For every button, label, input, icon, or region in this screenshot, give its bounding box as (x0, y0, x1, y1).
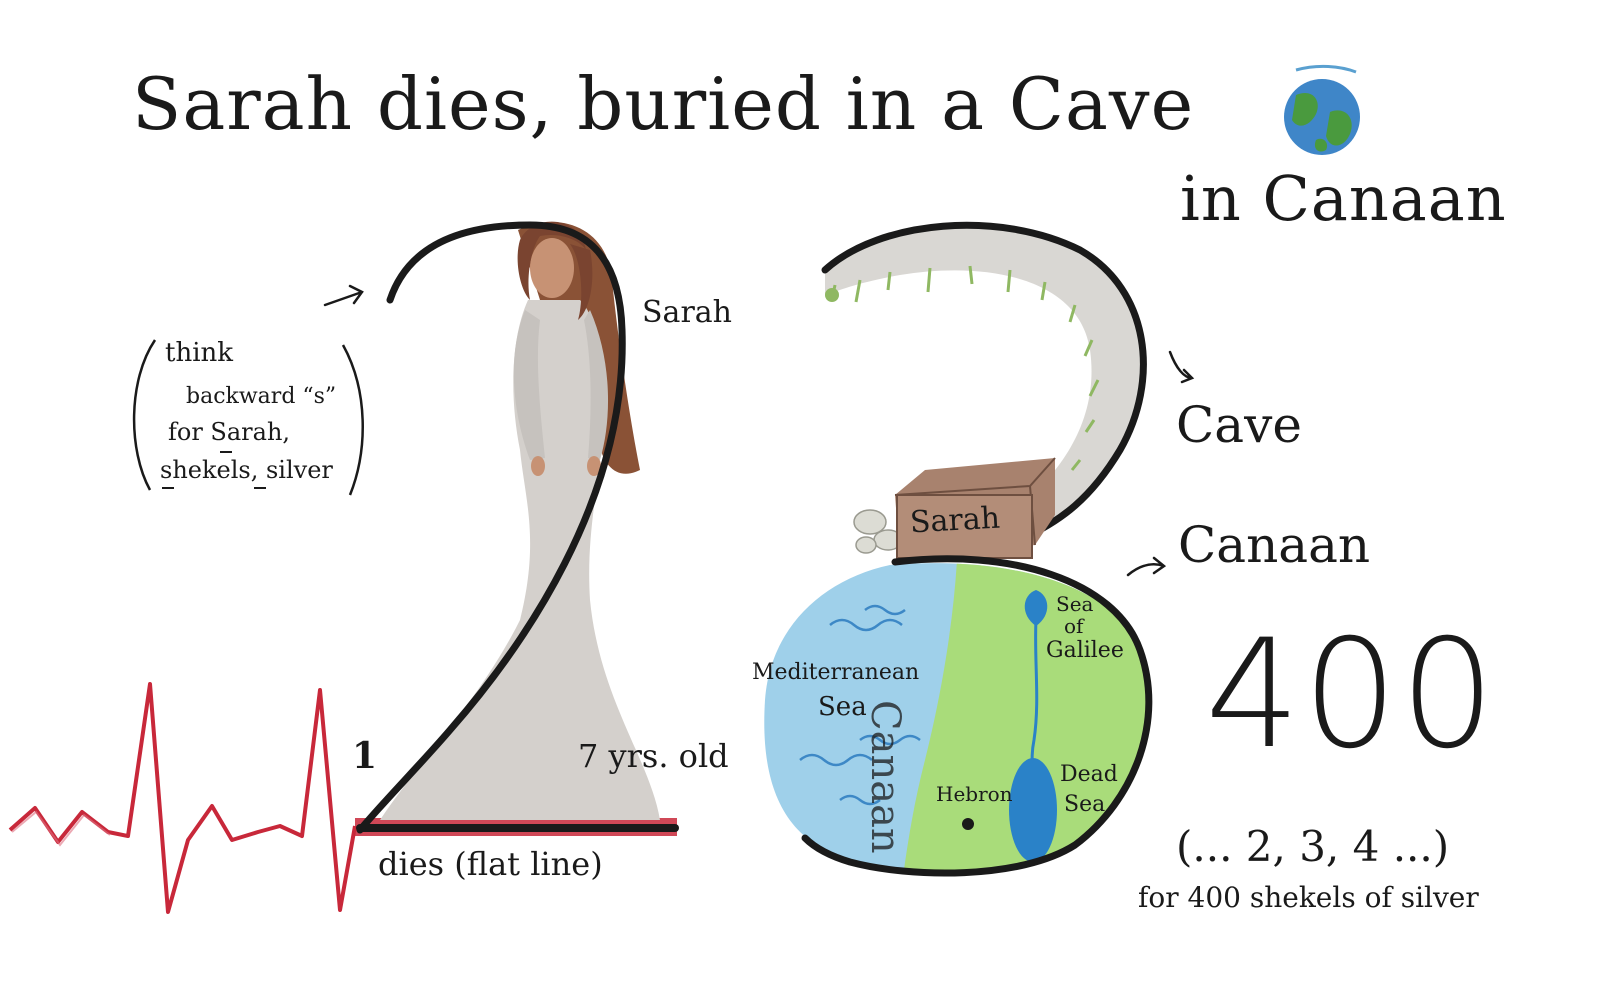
map-sea-line2: Sea (818, 692, 867, 722)
numeral-two (356, 221, 626, 834)
map-sea-line1: Mediterranean (752, 660, 920, 685)
canaan-label: Canaan (1178, 516, 1371, 574)
figure-label: Sarah (642, 295, 732, 330)
price-counting: (... 2, 3, 4 ...) (1176, 822, 1450, 871)
cave (821, 221, 1147, 539)
mnemonic-line4: shekels, silver (160, 456, 333, 484)
heartbeat-line (8, 682, 357, 914)
sarah-figure (380, 221, 660, 820)
globe-icon (1284, 64, 1360, 155)
canaan-map (764, 555, 1153, 877)
map-galilee-line1: Sea (1056, 592, 1094, 616)
map-region-label: Canaan (862, 700, 908, 854)
map-galilee-line2: of (1064, 614, 1084, 638)
map-dead-line1: Dead (1060, 762, 1118, 787)
dead-sea-shape (1009, 758, 1057, 862)
hebron-dot (962, 818, 974, 830)
mnemonic-line3: for Sarah, (168, 418, 291, 446)
map-dead-line2: Sea (1064, 792, 1106, 817)
age-digit-7-label: 7 yrs. old (578, 737, 729, 775)
paren-right (341, 344, 364, 496)
map-galilee-line3: Galilee (1046, 638, 1124, 663)
rocks (853, 509, 903, 554)
title-line1: Sarah dies, buried in a Cave (132, 62, 1195, 146)
price-caption: for 400 shekels of silver (1138, 881, 1479, 914)
flatline-caption: dies (flat line) (378, 845, 603, 883)
cave-label: Cave (1176, 396, 1302, 454)
flat-line (355, 818, 679, 836)
arrow-icon (1126, 556, 1167, 577)
paren-left (132, 339, 157, 491)
coffin-label: Sarah (909, 500, 1001, 541)
arrow-icon (1168, 350, 1195, 384)
sea-of-galilee-shape (1024, 590, 1048, 626)
age-digit-1: 1 (352, 735, 378, 777)
mnemonic-line1: think (165, 338, 234, 368)
map-city-label: Hebron (936, 782, 1013, 806)
mnemonic-line2: backward “s” (186, 384, 337, 409)
arrow-icon (323, 284, 364, 307)
title-line2: in Canaan (1180, 162, 1507, 235)
price-number: 400 (1205, 608, 1498, 782)
